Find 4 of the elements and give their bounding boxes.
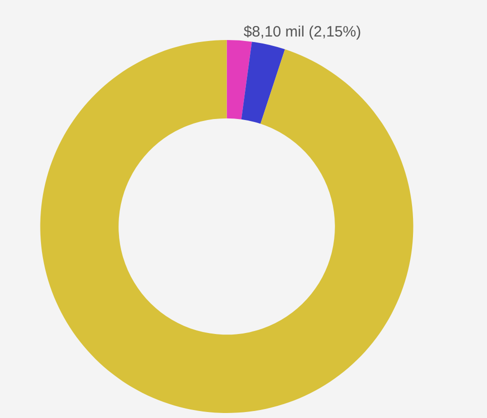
donut-slice xyxy=(241,42,285,124)
data-label: $8,10 mil (2,15%) xyxy=(244,23,362,40)
donut-slice xyxy=(226,40,252,120)
donut-slice xyxy=(40,40,414,413)
